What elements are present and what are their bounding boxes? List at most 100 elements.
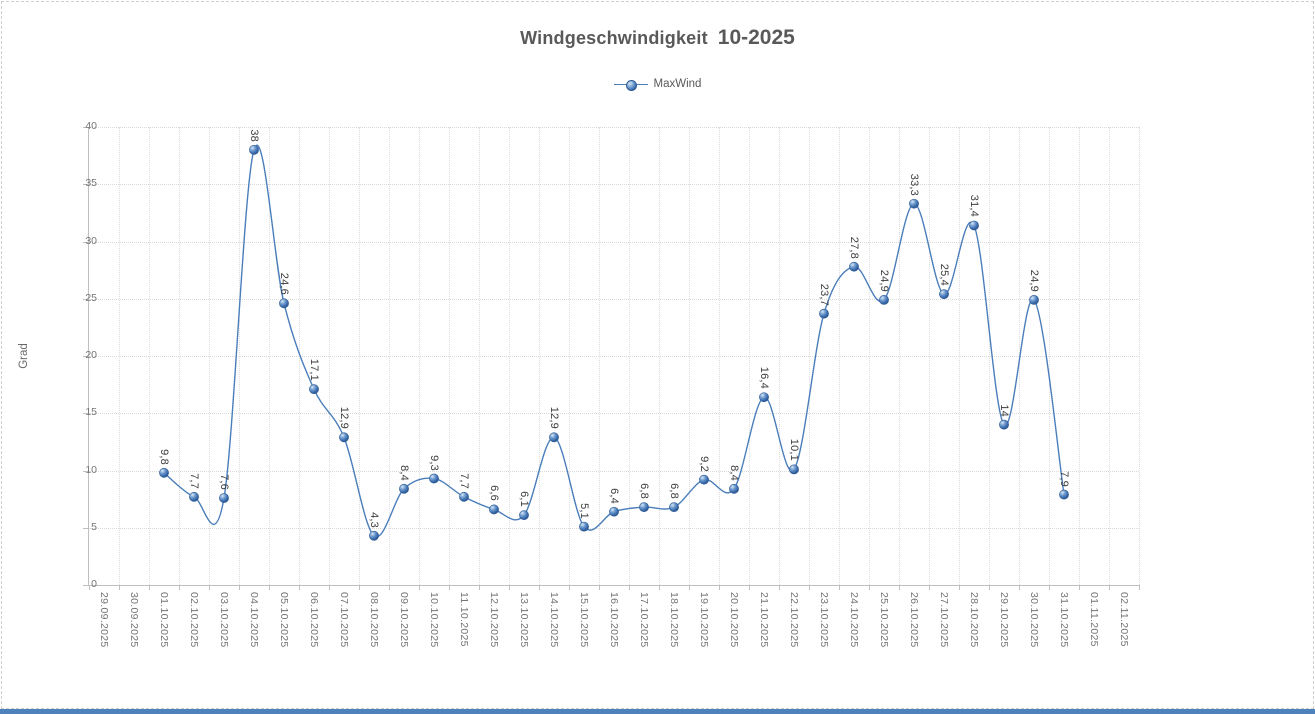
x-axis-tick [1109, 585, 1110, 590]
data-point-marker[interactable] [249, 144, 259, 155]
data-point-marker[interactable] [459, 491, 469, 502]
x-axis-tick [389, 585, 390, 590]
x-axis-tick [209, 585, 210, 590]
x-axis-tick [839, 585, 840, 590]
data-label: 8,4 [728, 464, 740, 481]
data-label: 6,8 [668, 483, 680, 500]
x-axis-label: 23.10.2025 [818, 592, 830, 648]
data-point-marker[interactable] [309, 384, 319, 395]
data-label: 31,4 [968, 195, 980, 218]
data-point-marker[interactable] [789, 464, 799, 475]
x-axis-tick [869, 585, 870, 590]
x-axis-tick [239, 585, 240, 590]
y-axis-label: 35 [85, 177, 97, 190]
x-axis-label: 03.10.2025 [218, 592, 230, 648]
data-label: 14 [998, 404, 1010, 417]
data-point-marker[interactable] [399, 483, 409, 494]
gridline-vertical [1079, 127, 1080, 585]
data-label: 16,4 [758, 367, 770, 390]
gridline-vertical [869, 127, 870, 585]
gridline-vertical [149, 127, 150, 585]
data-point-marker[interactable] [999, 419, 1009, 430]
y-axis-tick [83, 413, 88, 415]
data-point-marker[interactable] [609, 506, 619, 517]
x-axis-tick [659, 585, 660, 590]
y-axis-tick [83, 470, 88, 472]
gridline-vertical [749, 127, 750, 585]
x-axis-label: 10.10.2025 [428, 592, 440, 648]
x-axis-tick [179, 585, 180, 590]
gridline-vertical [329, 127, 330, 585]
plot-area[interactable]: 0 5 10 15 20 25 30 35 40 29.09.2025 30.09.2025 01.1… [83, 120, 1140, 648]
gridline-vertical [629, 127, 630, 585]
x-axis-label: 29.09.2025 [98, 592, 110, 648]
y-axis-label: 0 [91, 578, 97, 590]
data-label: 9,2 [698, 455, 710, 472]
data-point-marker[interactable] [369, 530, 379, 541]
data-point-marker[interactable] [849, 261, 859, 272]
data-point-marker[interactable] [819, 308, 829, 319]
data-point-marker[interactable] [909, 198, 919, 209]
y-axis-label: 30 [85, 234, 97, 247]
data-label: 24,9 [878, 269, 890, 292]
x-axis-tick [959, 585, 960, 590]
data-point-marker[interactable] [939, 289, 949, 300]
x-axis-label: 01.10.2025 [158, 592, 170, 648]
gridline-vertical [599, 127, 600, 585]
data-point-marker[interactable] [1029, 294, 1039, 305]
legend[interactable]: MaxWind [0, 78, 1315, 91]
gridline-vertical [899, 127, 900, 585]
gridline-horizontal [89, 127, 1139, 128]
data-label: 8,4 [398, 464, 410, 481]
data-point-marker[interactable] [489, 504, 499, 515]
gridline-vertical [209, 127, 210, 585]
data-point-marker[interactable] [699, 474, 709, 485]
x-axis-label: 26.10.2025 [908, 592, 920, 648]
gridline-vertical [989, 127, 990, 585]
x-axis-label: 04.10.2025 [248, 592, 260, 648]
x-axis-label: 29.10.2025 [998, 592, 1010, 648]
data-label: 4,3 [368, 511, 380, 528]
x-axis-label: 17.10.2025 [638, 592, 650, 648]
gridline-vertical [479, 127, 480, 585]
data-label: 7,7 [188, 472, 200, 489]
x-axis-label: 24.10.2025 [848, 592, 860, 648]
data-label: 25,4 [938, 263, 950, 287]
data-point-marker[interactable] [969, 220, 979, 231]
data-point-marker[interactable] [639, 502, 649, 513]
data-point-marker[interactable] [159, 467, 169, 478]
x-axis-label: 07.10.2025 [338, 592, 350, 648]
data-label: 17,1 [308, 358, 320, 382]
data-label: 33,3 [908, 173, 920, 196]
data-point-marker[interactable] [759, 392, 769, 403]
x-axis-label: 21.10.2025 [758, 592, 770, 648]
x-axis-label: 06.10.2025 [308, 592, 320, 648]
data-point-marker[interactable] [879, 294, 889, 305]
data-point-marker[interactable] [1059, 489, 1069, 500]
chart-title-period: 10-2025 [717, 26, 795, 49]
data-label: 5,1 [578, 502, 590, 519]
data-point-marker[interactable] [189, 491, 199, 502]
x-axis-tick [1139, 585, 1140, 590]
data-point-marker[interactable] [339, 432, 349, 443]
series-line-maxwind [163, 145, 1065, 538]
data-point-marker[interactable] [729, 483, 739, 494]
data-point-marker[interactable] [669, 502, 679, 513]
x-axis-tick [449, 585, 450, 590]
gridline-vertical [959, 127, 960, 585]
data-point-marker[interactable] [219, 493, 229, 503]
x-axis-tick [119, 585, 120, 590]
x-axis-label: 22.10.2025 [788, 592, 800, 648]
x-axis-label: 14.10.2025 [548, 592, 560, 648]
gridline-vertical [1109, 127, 1110, 585]
x-axis-label: 20.10.2025 [728, 592, 740, 648]
data-point-marker[interactable] [549, 432, 559, 443]
data-point-marker[interactable] [579, 521, 589, 532]
data-point-marker[interactable] [429, 473, 439, 484]
data-point-marker[interactable] [279, 298, 289, 309]
x-axis-label: 18.10.2025 [668, 592, 680, 648]
x-axis-tick [359, 585, 360, 590]
data-point-marker[interactable] [519, 510, 529, 521]
data-label: 24,9 [1028, 269, 1040, 292]
